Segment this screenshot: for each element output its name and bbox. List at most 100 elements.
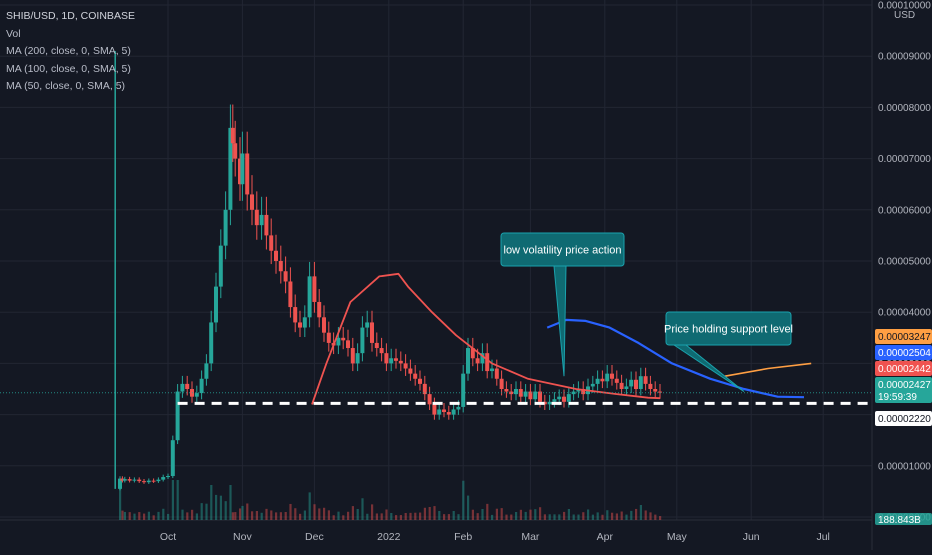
candle-body bbox=[355, 353, 360, 364]
candle-body bbox=[614, 378, 619, 383]
volume-bar bbox=[606, 510, 609, 520]
candle-body bbox=[127, 479, 132, 481]
volume-bar bbox=[630, 510, 633, 520]
candle-body bbox=[518, 389, 523, 397]
price-tag bbox=[875, 411, 932, 426]
volume-bar bbox=[128, 512, 131, 520]
annotation-low-volatility: low volatility price action bbox=[500, 232, 625, 377]
candle-body bbox=[389, 358, 394, 364]
volume-bar bbox=[395, 515, 398, 520]
volume-tag-label: 188.843B bbox=[878, 515, 921, 526]
volume-bar bbox=[143, 513, 146, 520]
volume-bar bbox=[409, 512, 412, 520]
volume-bar bbox=[167, 513, 170, 520]
candle-body bbox=[209, 322, 214, 364]
price-tag-label: 0.00002442 bbox=[878, 364, 931, 375]
volume-bar bbox=[500, 508, 503, 520]
indicator-ma-100[interactable]: MA (100, close, 0, SMA, 5) bbox=[6, 62, 131, 75]
candle-body bbox=[403, 363, 408, 369]
candle-body bbox=[166, 476, 170, 478]
candle-body bbox=[446, 412, 451, 415]
volume-bar bbox=[495, 508, 498, 520]
price-tick-label: 0.00008000 bbox=[878, 103, 931, 114]
candle-body bbox=[610, 373, 614, 379]
volume-bar bbox=[438, 511, 441, 520]
volume-bar bbox=[615, 513, 618, 520]
candle-body bbox=[432, 404, 437, 415]
candle-body bbox=[600, 378, 605, 382]
symbol-title[interactable]: SHIB/USD, 1D, COINBASE bbox=[6, 10, 135, 22]
candle-body bbox=[461, 373, 466, 407]
volume-bar bbox=[210, 485, 213, 520]
time-tick-label: Mar bbox=[521, 531, 540, 543]
candle-body bbox=[360, 327, 365, 354]
candle-body bbox=[658, 391, 662, 393]
volume-bar bbox=[284, 512, 287, 520]
candle-body bbox=[269, 235, 274, 251]
candle-body bbox=[547, 401, 552, 405]
volume-bar bbox=[543, 514, 546, 520]
candle-body bbox=[566, 394, 571, 402]
candle-body bbox=[394, 358, 398, 361]
candle-body bbox=[341, 337, 346, 341]
volume-bar bbox=[467, 495, 470, 520]
candle-body bbox=[175, 391, 180, 441]
candle-body bbox=[180, 383, 185, 392]
indicator-volume[interactable]: Vol bbox=[6, 27, 21, 40]
volume-bar bbox=[246, 503, 249, 520]
volume-bar bbox=[505, 514, 508, 520]
volume-bar bbox=[534, 509, 537, 520]
time-tick-label: Jun bbox=[743, 531, 760, 543]
price-tag-label: 0.00002504 bbox=[878, 348, 931, 359]
volume-bar bbox=[327, 510, 330, 520]
volume-bar bbox=[275, 512, 278, 520]
price-tag-label: 0.00002220 bbox=[878, 414, 931, 425]
callout-box bbox=[665, 311, 792, 346]
volume-bar bbox=[457, 514, 460, 520]
candle-body bbox=[619, 382, 624, 389]
volume-bar bbox=[234, 512, 237, 520]
indicator-ma-50[interactable]: MA (50, close, 0, SMA, 5) bbox=[6, 80, 126, 92]
candle-body bbox=[278, 261, 283, 272]
candle-body bbox=[288, 281, 293, 308]
volume-bar bbox=[308, 492, 311, 520]
candle-body bbox=[384, 353, 389, 364]
candle-body bbox=[595, 378, 600, 384]
volume-bar bbox=[601, 514, 604, 520]
volume-bar bbox=[186, 512, 189, 520]
candle-body bbox=[137, 479, 142, 482]
volume-bar bbox=[481, 509, 484, 520]
callout-text: Price holding support level bbox=[664, 324, 793, 336]
volume-bar bbox=[119, 480, 122, 520]
candle-body bbox=[122, 479, 127, 481]
price-tick-label: 0.00007000 bbox=[878, 154, 931, 165]
candle-body bbox=[230, 127, 235, 144]
candle-body bbox=[238, 158, 242, 185]
volume-bar bbox=[229, 485, 232, 520]
candle-body bbox=[293, 307, 298, 323]
volume-bar bbox=[121, 510, 124, 520]
indicator-ma-200[interactable]: MA (200, close, 0, SMA, 5) bbox=[6, 45, 131, 57]
volume-bar bbox=[200, 503, 203, 520]
volume-bar bbox=[241, 505, 244, 520]
price-tick-label: 0.00009000 bbox=[878, 52, 931, 63]
candle-body bbox=[418, 378, 422, 384]
volume-bar bbox=[644, 510, 647, 520]
candle-body bbox=[456, 406, 461, 410]
volume-bar bbox=[255, 511, 258, 520]
volume-bar bbox=[231, 512, 234, 520]
volume-bar bbox=[239, 508, 242, 520]
volume-bar bbox=[347, 511, 350, 520]
candle-body bbox=[298, 322, 302, 328]
volume-bar bbox=[337, 511, 340, 520]
candle-body bbox=[605, 373, 610, 382]
candle-body bbox=[194, 393, 199, 397]
volume-bar bbox=[279, 512, 282, 520]
candle-body bbox=[552, 399, 557, 402]
volume-bar bbox=[294, 508, 297, 520]
volume-bar bbox=[591, 514, 594, 520]
volume-bar bbox=[356, 509, 359, 520]
